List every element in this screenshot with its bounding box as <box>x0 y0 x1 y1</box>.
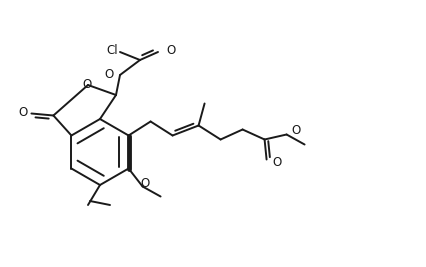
Text: O: O <box>19 106 28 119</box>
Text: O: O <box>291 124 301 137</box>
Text: O: O <box>166 45 175 57</box>
Text: O: O <box>105 68 114 80</box>
Text: O: O <box>140 177 149 190</box>
Text: O: O <box>82 77 92 91</box>
Text: O: O <box>273 156 282 169</box>
Text: Cl: Cl <box>106 45 118 57</box>
